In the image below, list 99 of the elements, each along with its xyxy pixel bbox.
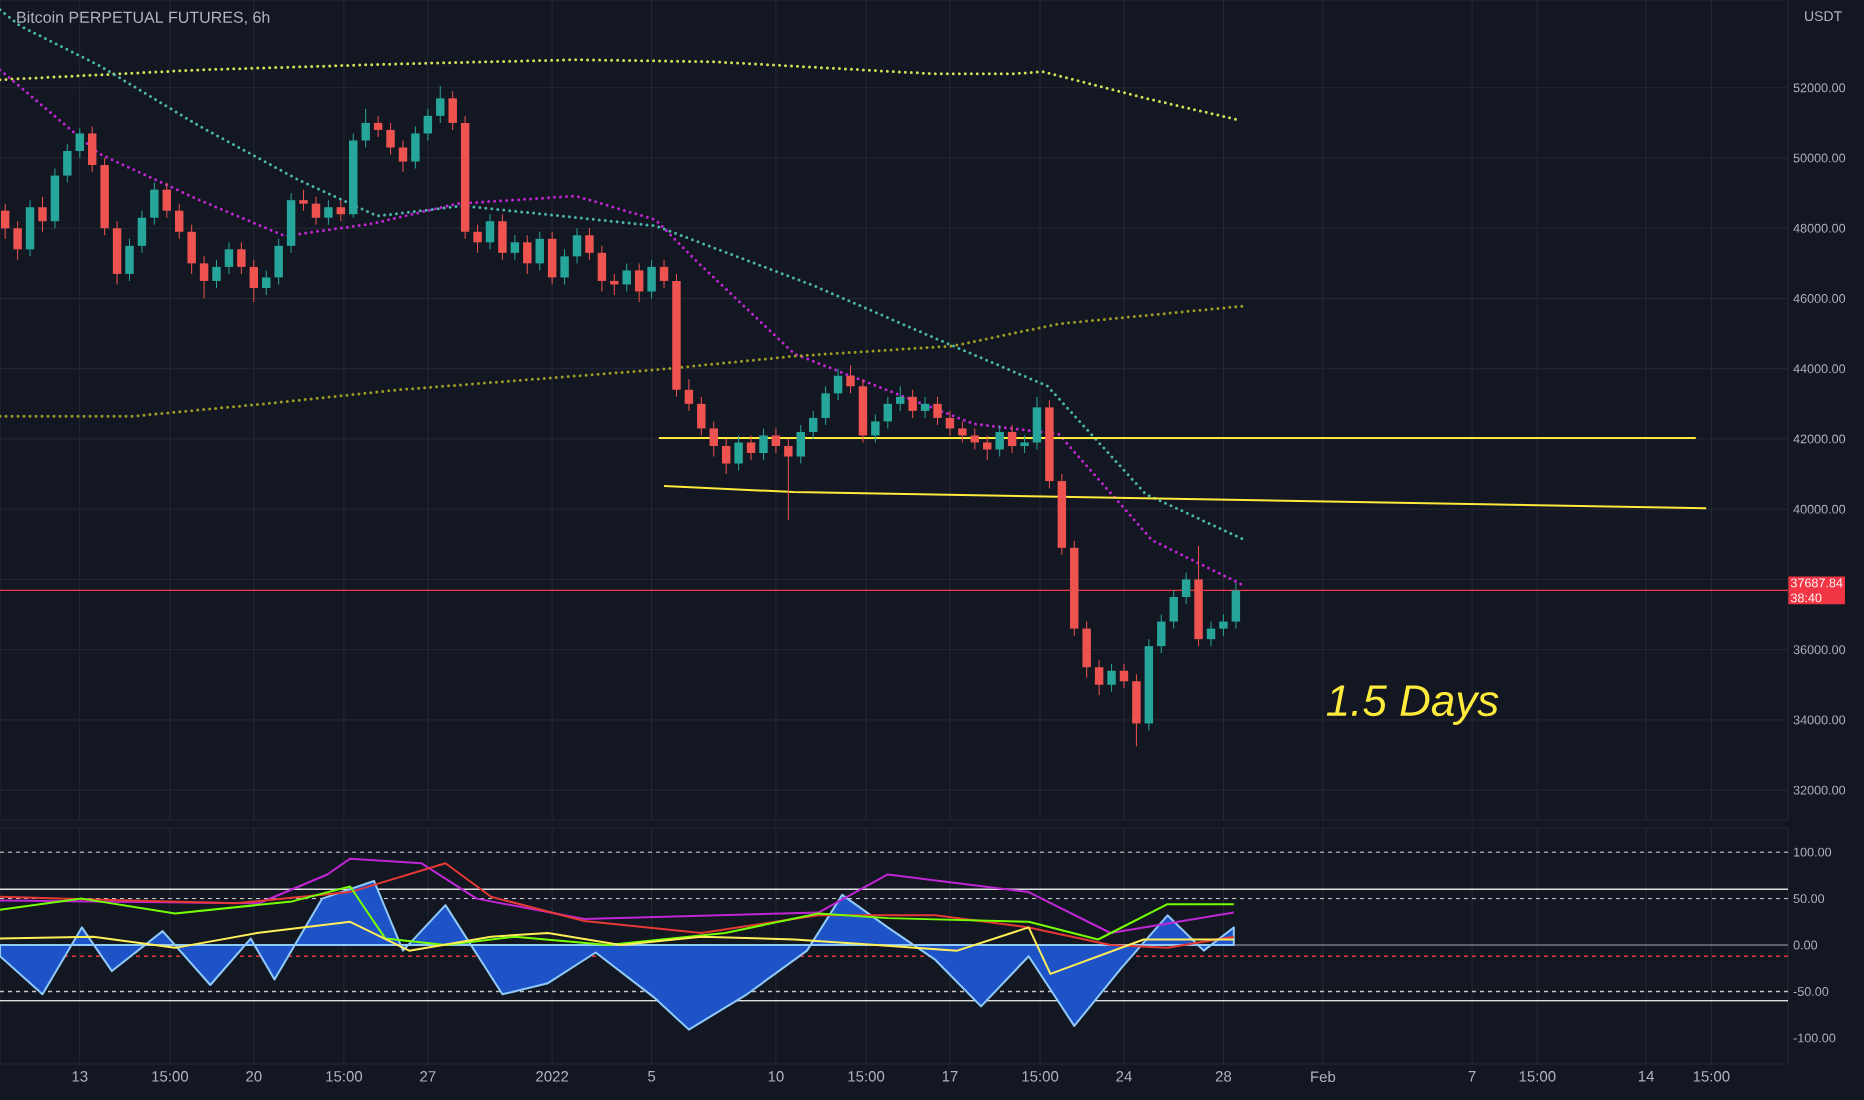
candlestick <box>784 438 793 521</box>
line-series <box>0 885 1235 947</box>
candlestick <box>597 245 607 292</box>
candlestick <box>1157 614 1166 654</box>
candlestick <box>920 396 930 419</box>
line-series <box>0 68 1247 588</box>
candlestick <box>622 262 631 292</box>
candlestick <box>249 259 259 303</box>
candlestick <box>423 108 433 141</box>
candlestick <box>585 227 594 261</box>
candlestick <box>473 224 482 254</box>
candlestick <box>336 199 346 222</box>
candlestick <box>1082 621 1091 679</box>
candlestick <box>386 122 395 156</box>
candlestick <box>1169 589 1178 630</box>
candlestick <box>411 125 420 170</box>
candlestick <box>796 424 805 465</box>
candlestick <box>224 241 234 275</box>
candlestick <box>150 182 159 226</box>
candlestick <box>373 115 383 138</box>
candlestick <box>498 213 507 261</box>
candlestick <box>398 139 408 173</box>
candlestick <box>970 427 980 450</box>
candlestick <box>634 262 644 303</box>
candlestick <box>436 85 445 124</box>
candlestick <box>1206 621 1216 647</box>
candlestick <box>721 438 731 475</box>
candlestick <box>1007 424 1017 454</box>
line-series <box>0 857 1235 934</box>
candlestick <box>13 220 22 261</box>
candlestick <box>1181 571 1191 605</box>
candlestick <box>709 420 718 458</box>
candlestick <box>846 364 855 394</box>
candlestick <box>1219 614 1228 637</box>
candlestick <box>448 90 457 131</box>
candlestick <box>871 413 880 443</box>
candlestick <box>75 127 84 159</box>
candlestick <box>983 434 992 461</box>
candlestick <box>299 189 308 212</box>
candlestick <box>187 224 196 275</box>
line-series <box>0 920 1235 975</box>
candlestick <box>1032 396 1042 450</box>
candlestick <box>38 196 47 233</box>
candlestick <box>361 108 370 148</box>
candlestick <box>523 234 532 275</box>
candlestick <box>610 273 619 296</box>
candlestick <box>833 368 843 401</box>
candlestick <box>324 199 333 226</box>
candlestick <box>286 192 296 254</box>
candlestick <box>485 213 495 250</box>
text: Bitcoin PERPETUAL FUTURES, 6h <box>17 11 270 25</box>
candlestick <box>137 210 147 254</box>
candlestick <box>759 427 768 461</box>
candlestick <box>547 231 557 285</box>
candlestick <box>50 168 60 229</box>
candlestick <box>945 410 955 436</box>
candlestick <box>1119 663 1129 689</box>
candlestick <box>199 255 209 299</box>
candlestick <box>659 259 669 289</box>
candlestick <box>274 238 283 285</box>
candlestick <box>746 434 756 461</box>
candlestick <box>697 396 706 436</box>
candlestick <box>895 385 905 412</box>
candlestick <box>63 143 72 184</box>
candlestick <box>572 227 582 264</box>
candlestick <box>25 199 35 257</box>
candlestick <box>311 196 321 226</box>
line-series <box>0 8 1247 542</box>
candlestick <box>647 259 656 299</box>
candlestick <box>212 259 221 289</box>
candlestick <box>560 248 569 285</box>
candlestick <box>1094 659 1104 696</box>
candlestick <box>933 396 942 426</box>
candlestick <box>684 378 694 412</box>
candlestick <box>237 241 246 275</box>
candlestick <box>87 125 97 173</box>
line-series <box>0 862 1235 949</box>
candlestick <box>0 203 10 240</box>
candlestick <box>112 220 122 285</box>
candlestick <box>771 427 781 454</box>
line-series <box>0 58 1240 122</box>
candlestick <box>995 424 1004 458</box>
candlestick <box>1107 663 1116 693</box>
candlestick <box>535 231 544 271</box>
candlestick <box>174 203 184 240</box>
annotation: 1.5 Days <box>1326 685 1499 725</box>
candlestick <box>262 269 271 296</box>
candlestick <box>734 434 743 472</box>
candlestick <box>162 182 172 219</box>
candlestick <box>510 234 520 261</box>
candlestick <box>1231 582 1241 630</box>
line-series <box>0 304 1247 418</box>
candlestick <box>1132 673 1141 747</box>
candlestick <box>958 420 967 443</box>
candlestick <box>821 385 830 426</box>
candlestick <box>125 238 134 282</box>
candlestick <box>808 410 818 440</box>
candlestick <box>883 396 893 429</box>
candlestick <box>908 389 917 419</box>
